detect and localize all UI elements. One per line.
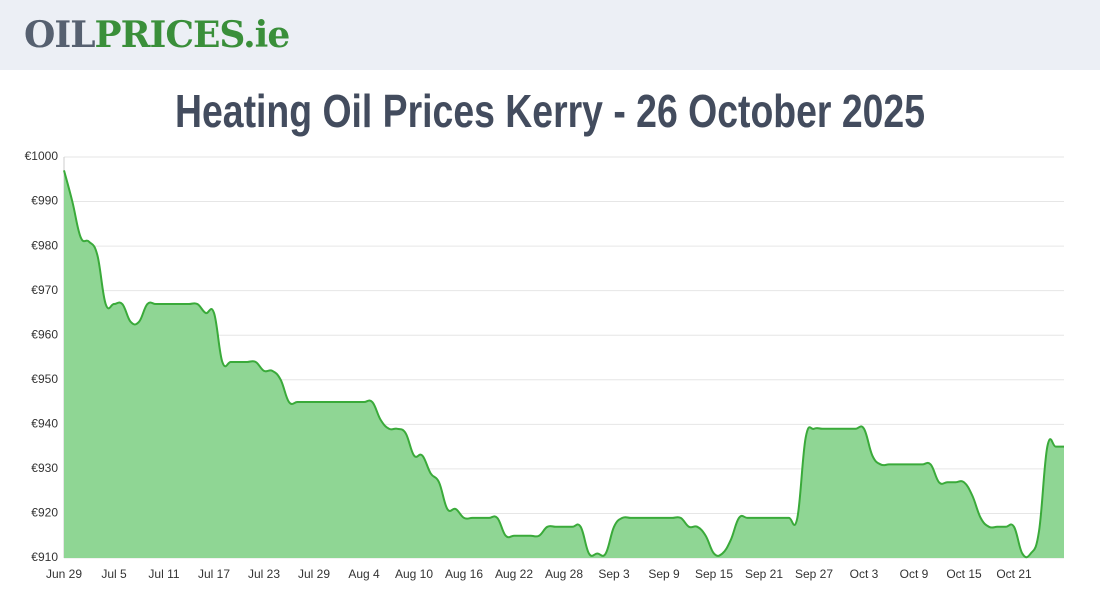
- y-tick-label: €920: [31, 506, 58, 520]
- logo[interactable]: OILPRICES.ie: [24, 14, 291, 56]
- y-tick-label: €980: [31, 238, 58, 252]
- logo-main[interactable]: OIL: [24, 14, 96, 56]
- x-tick-label: Aug 22: [495, 567, 533, 581]
- line: [63, 170, 1064, 559]
- y-tick-label: €960: [31, 327, 58, 341]
- y-tick-label: €990: [31, 194, 58, 208]
- x-tick-label: Oct 21: [996, 567, 1032, 581]
- x-tick-label: Oct 15: [946, 567, 982, 581]
- x-tick-label: Aug 28: [545, 567, 583, 581]
- y-tick-label: €1000: [25, 149, 59, 163]
- x-tick-label: Sep 3: [598, 567, 630, 581]
- y-tick-label: €970: [31, 283, 58, 297]
- x-tick-label: Jul 23: [248, 567, 280, 581]
- x-tick-label: Sep 27: [795, 567, 833, 581]
- chart-title: Heating Oil Prices Kerry - 26 October 20…: [175, 85, 925, 137]
- x-tick-label: Aug 10: [395, 567, 433, 581]
- y-tick-label: €910: [31, 550, 58, 564]
- x-tick-label: Aug 16: [445, 567, 483, 581]
- x-tick-label: Oct 9: [900, 567, 929, 581]
- area: [64, 170, 1064, 558]
- y-tick-label: €940: [31, 417, 58, 431]
- x-tick-label: Sep 9: [648, 567, 680, 581]
- y-tick-label: €930: [31, 461, 58, 475]
- y-tick-label: €950: [31, 372, 58, 386]
- header-bar: [0, 0, 1100, 70]
- x-tick-label: Jul 17: [198, 567, 230, 581]
- x-tick-label: Oct 3: [850, 567, 879, 581]
- x-tick-label: Jul 11: [148, 567, 179, 581]
- x-tick-label: Jul 5: [101, 567, 127, 581]
- x-tick-label: Aug 4: [348, 567, 380, 581]
- logo-accent[interactable]: PRICES.ie: [95, 14, 291, 56]
- x-tick-label: Sep 21: [745, 567, 783, 581]
- x-tick-label: Jun 29: [46, 567, 82, 581]
- x-tick-label: Jul 29: [298, 567, 330, 581]
- x-tick-label: Sep 15: [695, 567, 733, 581]
